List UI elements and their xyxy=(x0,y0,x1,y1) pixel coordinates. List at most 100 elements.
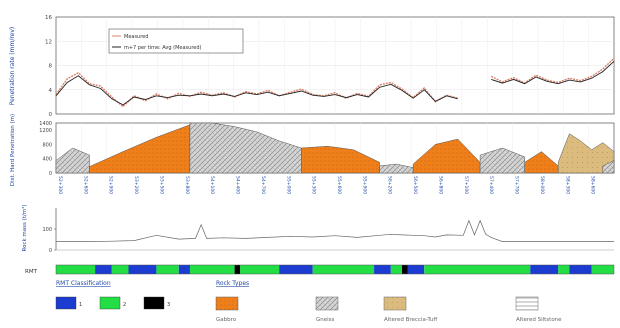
chainage-tick-label-4: 53+500 xyxy=(159,176,165,194)
chainage-tick-label-0: 52+300 xyxy=(57,176,63,194)
rmt-segment-class-3-7 xyxy=(234,265,241,274)
chainage-tick-label-17: 57+400 xyxy=(488,176,494,194)
rmt-segment-class-2-19 xyxy=(591,265,614,274)
chainage-tick-label-18: 57+700 xyxy=(514,176,520,194)
rock-legend-label-gabbro: Gabbro xyxy=(216,317,237,323)
rock-legend-title: Rock Types xyxy=(216,280,249,287)
panel-rock-mass: 0 100 Rock mass (t/m³) xyxy=(21,205,614,254)
panel3-y-tick-label-0: 0 xyxy=(49,248,52,254)
rmt-segment-class-1-3 xyxy=(128,265,157,274)
rock-area-gneiss-4 xyxy=(379,163,414,174)
rmt-segment-class-2-4 xyxy=(156,265,179,274)
chainage-tick-label-6: 54+100 xyxy=(209,176,215,194)
chainage-tick-label-15: 56+800 xyxy=(438,176,444,194)
chainage-tick-label-5: 53+800 xyxy=(184,176,190,194)
rmt-segment-class-1-14 xyxy=(407,265,425,274)
rock-legend-swatch-tuff xyxy=(383,296,407,311)
chainage-tick-label-19: 58+000 xyxy=(539,176,545,194)
chainage-tick-label-7: 54+400 xyxy=(235,176,241,194)
chainage-tick-label-2: 52+900 xyxy=(108,176,114,194)
rmt-segment-class-1-16 xyxy=(530,265,559,274)
rock-area-gneiss-6 xyxy=(479,147,525,174)
rmt-segment-class-2-12 xyxy=(390,265,402,274)
chainage-tick-label-14: 56+500 xyxy=(412,176,418,194)
rmt-segment-class-2-10 xyxy=(312,265,375,274)
rmt-segment-class-3-13 xyxy=(402,265,408,274)
chainage-tick-labels: 52+300 52+600 52+900 53+200 53+500 53+800 54+1… xyxy=(57,176,596,194)
panel1-y-tick-label-0: 0 xyxy=(49,112,53,118)
rmt-segment-class-2-0 xyxy=(56,265,96,274)
rmt-segment-class-1-5 xyxy=(178,265,190,274)
rmt-bar xyxy=(56,265,614,274)
panel1-y-tick-label-4: 16 xyxy=(45,15,52,21)
rmt-row-label: RMT xyxy=(25,269,38,275)
rock-area-gneiss-9 xyxy=(602,160,615,174)
chainage-tick-label-13: 56+200 xyxy=(387,176,393,194)
rock-area-gabbro-7 xyxy=(524,151,559,174)
panel2-y-tick-label-0: 0 xyxy=(49,171,52,177)
rmt-segment-class-2-15 xyxy=(424,265,531,274)
panel2-y-tick-label-3: 1200 xyxy=(39,128,52,134)
panel1-y-tick-label-2: 8 xyxy=(49,64,53,70)
panel3-y-axis-label: Rock mass (t/m³) xyxy=(21,205,28,252)
rock-legend-swatch-gabbro xyxy=(215,296,239,311)
rmt-legend-swatch-2 xyxy=(99,296,121,310)
panel3-y-tick-label-1: 100 xyxy=(42,227,52,233)
rock-mass-series-line xyxy=(56,219,614,242)
chainage-tick-label-3: 53+200 xyxy=(133,176,139,194)
panel-penetration-rate: 0 4 8 12 16 Penetration rate (mm/rev) Measur… xyxy=(9,15,615,118)
panel2-rock-areas xyxy=(55,122,615,174)
rock-legend-swatch-gneiss xyxy=(315,296,339,311)
rmt-segment-class-2-2 xyxy=(111,265,129,274)
rock-legend-swatch-siltstone xyxy=(515,296,539,311)
legend-box xyxy=(108,28,244,54)
rmt-legend-title: RMT Classification xyxy=(56,280,111,287)
rmt-strip: RMT xyxy=(25,264,615,275)
measured-series-line xyxy=(55,57,615,108)
rock-legend-label-gneiss: Gneiss xyxy=(316,317,335,323)
rmt-segment-class-2-8 xyxy=(240,265,280,274)
panel2-y-axis-label: Dist. Hard Penetration (m) xyxy=(10,114,16,186)
chainage-tick-label-11: 55+600 xyxy=(336,176,342,194)
rock-legend-items: Gabbro Gneiss Altered Breccia-Tuff Altered … xyxy=(215,296,562,323)
rmt-segment-class-1-9 xyxy=(279,265,313,274)
rmt-segment-class-1-11 xyxy=(374,265,391,274)
panel1-y-tick-label-1: 4 xyxy=(49,88,53,94)
rmt-segment-class-1-18 xyxy=(569,265,592,274)
rmt-legend-label-3: 3 xyxy=(167,302,170,308)
panel2-y-tick-label-2: 800 xyxy=(42,142,52,148)
chainage-tick-label-16: 57+100 xyxy=(463,176,469,194)
rmt-bar-frame xyxy=(55,264,615,275)
panel1-legend: Measured m+7 per time: Avg (Measured) xyxy=(108,28,244,54)
chainage-tick-label-21: 58+600 xyxy=(590,176,596,194)
chainage-tick-label-12: 55+900 xyxy=(361,176,367,194)
bottom-legend: RMT Classification 1 2 3 Rock Types Gabbro… xyxy=(55,280,562,323)
panel1-y-ticks: 0 4 8 12 16 xyxy=(45,15,53,118)
chainage-tick-label-1: 52+600 xyxy=(82,176,88,194)
rock-legend-label-tuff: Altered Breccia-Tuff xyxy=(384,317,437,323)
legend-label-measured: Measured xyxy=(124,34,148,40)
rmt-legend-swatch-3 xyxy=(143,296,165,310)
chainage-tick-label-20: 58+300 xyxy=(564,176,570,194)
chainage-tick-label-8: 54+700 xyxy=(260,176,266,194)
panel1-series xyxy=(55,57,615,108)
rmt-segment-class-2-6 xyxy=(189,265,235,274)
panel2-y-tick-label-4: 1400 xyxy=(39,121,52,127)
panel2-y-tick-label-1: 400 xyxy=(42,157,52,163)
average-series-line xyxy=(55,60,615,106)
rmt-legend-items: 1 2 3 xyxy=(55,296,170,310)
panel1-y-axis-label: Penetration rate (mm/rev) xyxy=(9,27,16,106)
chainage-tick-label-10: 55+300 xyxy=(311,176,317,194)
panel3-y-ticks: 0 100 xyxy=(42,227,56,254)
rmt-legend-swatch-1 xyxy=(55,296,77,310)
panel1-y-tick-label-3: 12 xyxy=(45,39,52,45)
rock-area-gneiss-0 xyxy=(55,147,90,174)
rmt-legend-label-2: 2 xyxy=(123,302,126,308)
chainage-tick-label-9: 55+000 xyxy=(285,176,291,194)
legend-label-avg: m+7 per time: Avg (Measured) xyxy=(124,45,202,51)
rmt-segment-class-1-1 xyxy=(95,265,112,274)
panel3-series xyxy=(56,219,614,242)
